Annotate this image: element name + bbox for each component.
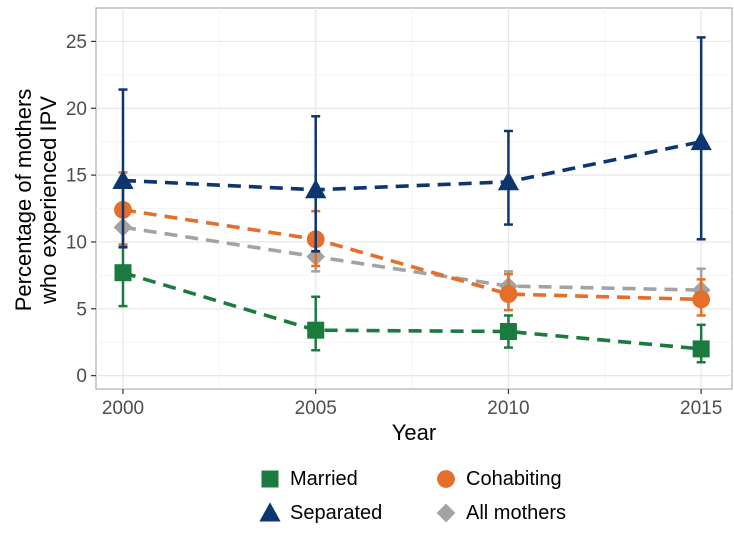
- data-point: [692, 290, 711, 309]
- x-tick-label: 2005: [295, 398, 337, 419]
- data-point: [497, 171, 520, 191]
- x-axis: 2000 2005 2010 2015: [102, 389, 722, 419]
- data-point: [305, 179, 327, 199]
- x-tick-label: 2015: [680, 398, 722, 419]
- y-tick-label: 5: [76, 299, 87, 320]
- legend-label: Separated: [290, 502, 382, 524]
- data-point: [499, 323, 517, 341]
- error-bar: [118, 88, 128, 249]
- series-layer: [112, 36, 712, 364]
- series-cohabiting: [114, 171, 711, 317]
- legend-item-separated: Separated: [259, 502, 382, 524]
- legend-label: Cohabiting: [466, 468, 562, 490]
- y-axis-title-line-1: Percentage of mothers: [11, 89, 36, 312]
- data-point: [692, 340, 710, 358]
- legend-item-all-mothers: All mothers: [436, 502, 566, 524]
- data-point: [499, 285, 518, 304]
- data-point: [690, 131, 712, 151]
- legend-marker: [436, 503, 456, 523]
- series-separated: [112, 36, 712, 253]
- legend-label: All mothers: [466, 502, 566, 524]
- x-axis-title: Year: [392, 420, 436, 445]
- y-tick-label: 20: [66, 99, 87, 120]
- series-line-separated: [122, 139, 702, 192]
- x-tick-label: 2000: [102, 398, 144, 419]
- y-axis-title-line-2: who experienced IPV: [36, 96, 61, 305]
- legend-item-cohabiting: Cohabiting: [437, 468, 562, 490]
- y-tick-label: 15: [66, 166, 87, 187]
- data-point: [114, 264, 132, 282]
- legend-item-married: Married: [261, 468, 358, 490]
- y-axis: 0 5 10 15 20 25: [66, 32, 96, 387]
- legend-label: Married: [290, 468, 358, 490]
- data-point: [112, 169, 134, 189]
- series-line-all-mothers: [122, 225, 702, 292]
- data-point: [307, 321, 325, 339]
- plot-panel: [95, 7, 733, 390]
- grid: [96, 8, 732, 389]
- legend-marker: [437, 470, 455, 488]
- legend: Married Cohabiting Separated All mothers: [259, 468, 566, 524]
- series-married: [114, 243, 710, 364]
- x-tick-label: 2010: [487, 398, 529, 419]
- series-line-cohabiting: [122, 208, 702, 302]
- y-tick-label: 0: [76, 366, 87, 387]
- legend-marker: [261, 470, 279, 488]
- legend-marker: [259, 502, 281, 522]
- series-line-married: [122, 270, 702, 351]
- y-tick-label: 10: [66, 232, 87, 253]
- y-tick-label: 25: [66, 32, 87, 53]
